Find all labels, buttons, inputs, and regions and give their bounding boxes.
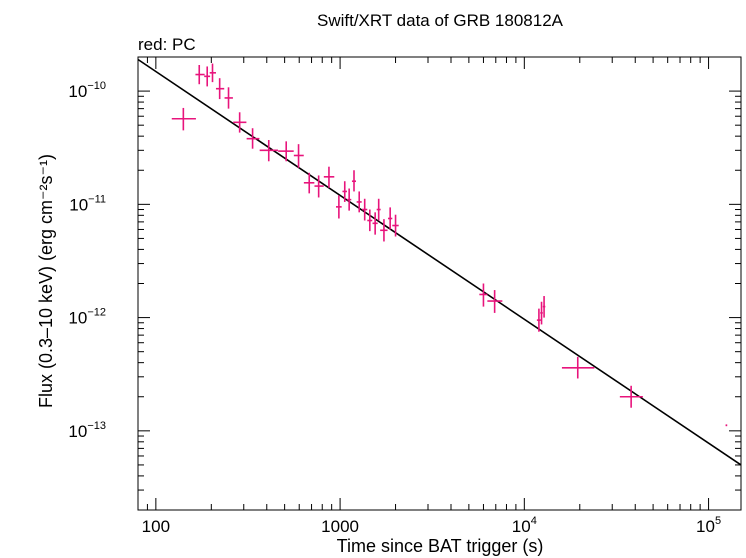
data-point (619, 385, 643, 408)
data-point (351, 170, 356, 192)
axis-tick-labels: 100 1000 104 105 10−10 10−11 10−12 10−13 (68, 80, 721, 536)
data-point (561, 356, 595, 379)
y-tick-label: 10−11 (69, 193, 106, 214)
data-point (303, 172, 315, 194)
data-point (204, 66, 211, 87)
x-tick-label: 105 (696, 515, 721, 536)
chart-subtitle: red: PC (138, 35, 196, 54)
data-point (335, 195, 342, 219)
data-point (342, 181, 347, 202)
data-point (372, 212, 378, 235)
data-point (346, 188, 352, 211)
data-point (293, 144, 304, 168)
data-point (246, 128, 260, 149)
data-point (323, 166, 335, 188)
y-tick-label: 10−12 (68, 307, 106, 328)
x-tick-label: 100 (142, 517, 170, 536)
plot-frame (137, 56, 742, 511)
data-point (367, 209, 373, 232)
data-point (224, 87, 233, 109)
axis-ticks (137, 56, 741, 511)
data-point (536, 308, 541, 332)
data-point (278, 141, 294, 162)
data-point (388, 207, 393, 230)
data-point (215, 78, 225, 100)
model-line (137, 58, 742, 466)
data-point (542, 296, 546, 318)
data-point (380, 219, 388, 242)
data-point (392, 214, 399, 237)
y-tick-label: 10−10 (68, 80, 106, 101)
data-point (195, 64, 205, 85)
x-axis-label: Time since BAT trigger (s) (337, 536, 544, 556)
data-points (171, 63, 728, 427)
model-fit (137, 58, 742, 466)
chart-title: Swift/XRT data of GRB 180812A (317, 11, 564, 30)
data-point (233, 112, 247, 133)
y-axis-label: Flux (0.3–10 keV) (erg cm⁻²s⁻¹) (36, 154, 56, 408)
data-point (487, 290, 503, 313)
data-point (356, 191, 362, 213)
data-point (209, 63, 216, 83)
data-point (376, 198, 381, 221)
data-point (361, 198, 368, 221)
data-point (259, 139, 278, 162)
x-tick-label: 1000 (321, 517, 359, 536)
data-point (540, 301, 543, 325)
data-point (479, 283, 488, 307)
y-tick-label: 10−13 (68, 420, 106, 441)
data-point (725, 424, 728, 427)
x-tick-label: 104 (512, 515, 537, 536)
data-point (314, 175, 324, 198)
data-point (171, 107, 196, 131)
